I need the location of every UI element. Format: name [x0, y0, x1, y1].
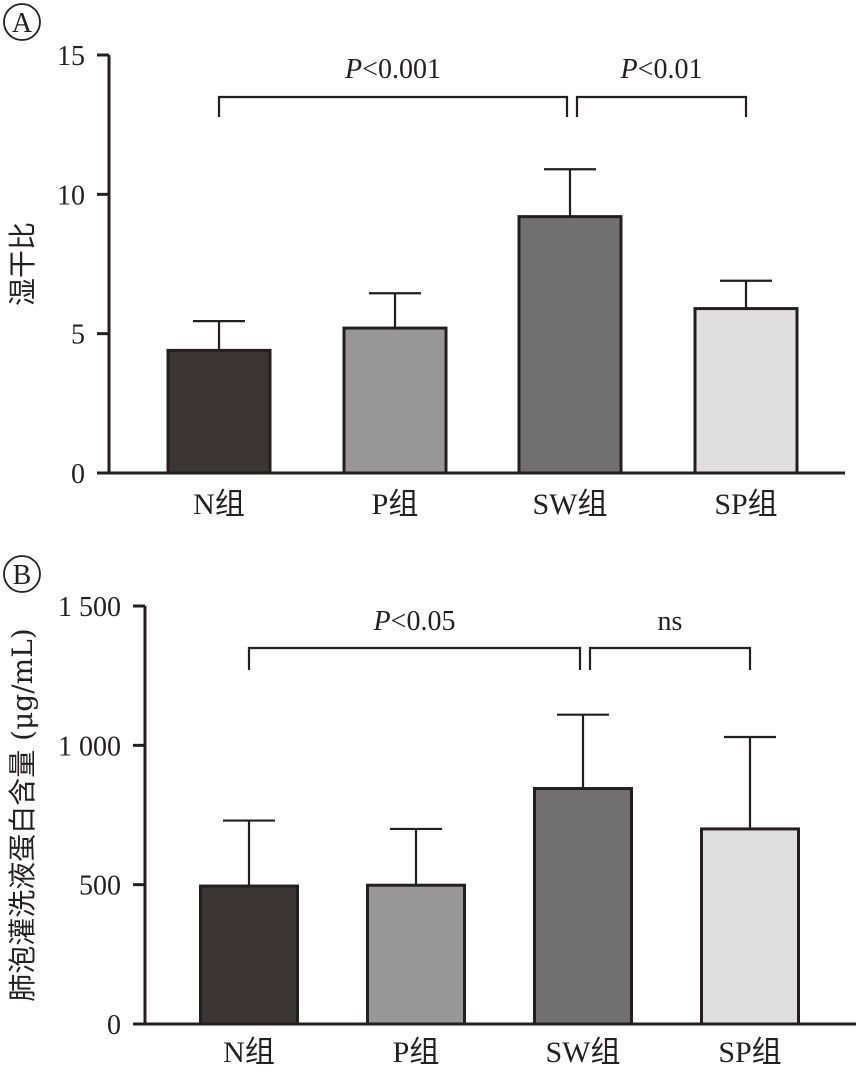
bar-0 [199, 884, 299, 1026]
significance-bracket-0 [217, 95, 569, 117]
bar-3 [693, 307, 799, 475]
y-tick-label: 500 [79, 871, 121, 902]
bar-2 [533, 787, 633, 1026]
bar-1 [342, 326, 448, 475]
y-axis-label: 湿干比 [6, 222, 39, 306]
panel-letter: B [13, 560, 32, 591]
significance-bracket-0 [247, 646, 582, 670]
y-tick-label: 1 000 [58, 731, 121, 762]
category-label-1: P组 [372, 488, 419, 521]
y-tick-label: 5 [71, 320, 85, 351]
significance-label-1: P<0.01 [620, 54, 703, 85]
significance-bracket-1 [575, 95, 748, 117]
y-tick-label: 10 [57, 180, 85, 211]
panel-letter-badge: A [3, 3, 41, 41]
y-tick-label: 0 [71, 459, 85, 490]
significance-label-1: ns [658, 606, 683, 637]
y-tick-label: 1 500 [58, 592, 121, 623]
y-axis-label: 肺泡灌洗液蛋白含量 (μg/mL) [6, 628, 39, 1001]
panel-letter-circle [3, 555, 41, 593]
panel-letter: A [12, 8, 33, 39]
bar-0 [166, 348, 272, 475]
chart-panel-a: A 湿干比 0 5 10 15 N组 P组 SW组 SP组 P<0.001 P<0.01 [3, 3, 845, 521]
category-label-3: SP组 [718, 1036, 781, 1069]
panel-letter-badge: B [3, 555, 41, 593]
panel-letter-circle [3, 3, 41, 41]
category-label-2: SW组 [546, 1036, 621, 1069]
category-label-0: N组 [193, 488, 245, 521]
significance-bracket-1 [588, 646, 752, 670]
bar-3 [700, 827, 800, 1026]
y-tick-label: 15 [57, 41, 85, 72]
bar-1 [366, 883, 466, 1026]
significance-label-0: P<0.001 [344, 54, 441, 85]
bar-2 [517, 215, 623, 475]
category-label-3: SP组 [714, 488, 777, 521]
category-label-0: N组 [223, 1036, 275, 1069]
chart-panel-b: B 肺泡灌洗液蛋白含量 (μg/mL) 0 500 1 000 1 500 N组 P组 SW组 S… [3, 555, 856, 1069]
y-tick-label: 0 [107, 1010, 121, 1041]
category-label-2: SW组 [533, 488, 608, 521]
category-label-1: P组 [393, 1036, 440, 1069]
significance-label-0: P<0.05 [373, 606, 456, 637]
